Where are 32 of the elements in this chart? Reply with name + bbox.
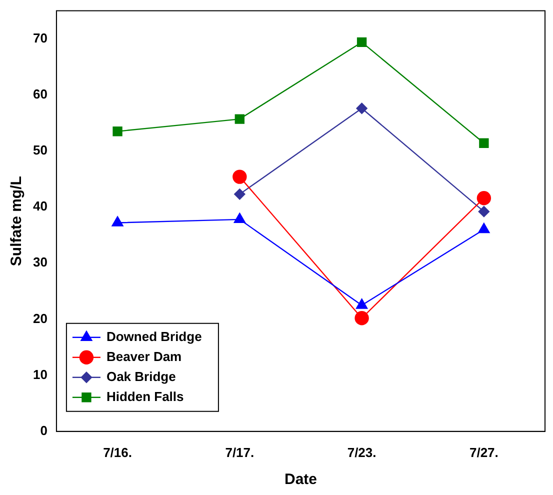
- point: [356, 102, 368, 114]
- y-tick-label: 0: [40, 422, 48, 438]
- point: [356, 298, 368, 309]
- point: [476, 191, 492, 206]
- x-tick-label: 7/16.: [103, 444, 132, 460]
- x-tick-label: 7/23.: [347, 444, 376, 460]
- y-axis-title: Sulfate mg/L: [8, 176, 26, 266]
- point: [478, 222, 490, 234]
- legend-label: Downed Bridge: [106, 328, 202, 344]
- point: [112, 126, 122, 136]
- point: [112, 216, 124, 226]
- point: [232, 170, 247, 184]
- x-tick-label: 7/27.: [469, 444, 498, 460]
- y-tick-label: 30: [32, 254, 48, 270]
- point: [354, 311, 369, 326]
- y-tick-label: 70: [32, 30, 48, 46]
- y-tick-label: 20: [32, 310, 48, 326]
- x-tick-label: 7/17.: [225, 444, 254, 460]
- point: [234, 114, 245, 124]
- point: [479, 138, 489, 148]
- legend-label: Beaver Dam: [106, 348, 182, 364]
- legend-label: Hidden Falls: [106, 388, 184, 404]
- y-tick-label: 40: [32, 198, 48, 214]
- x-axis-title: Date: [284, 471, 317, 488]
- y-tick-label: 50: [32, 142, 48, 158]
- point: [234, 212, 246, 224]
- point: [234, 188, 246, 200]
- point: [478, 206, 490, 218]
- point: [356, 37, 367, 48]
- y-tick-label: 10: [32, 366, 48, 382]
- legend-label: Oak Bridge: [106, 368, 176, 384]
- y-tick-label: 60: [32, 86, 48, 102]
